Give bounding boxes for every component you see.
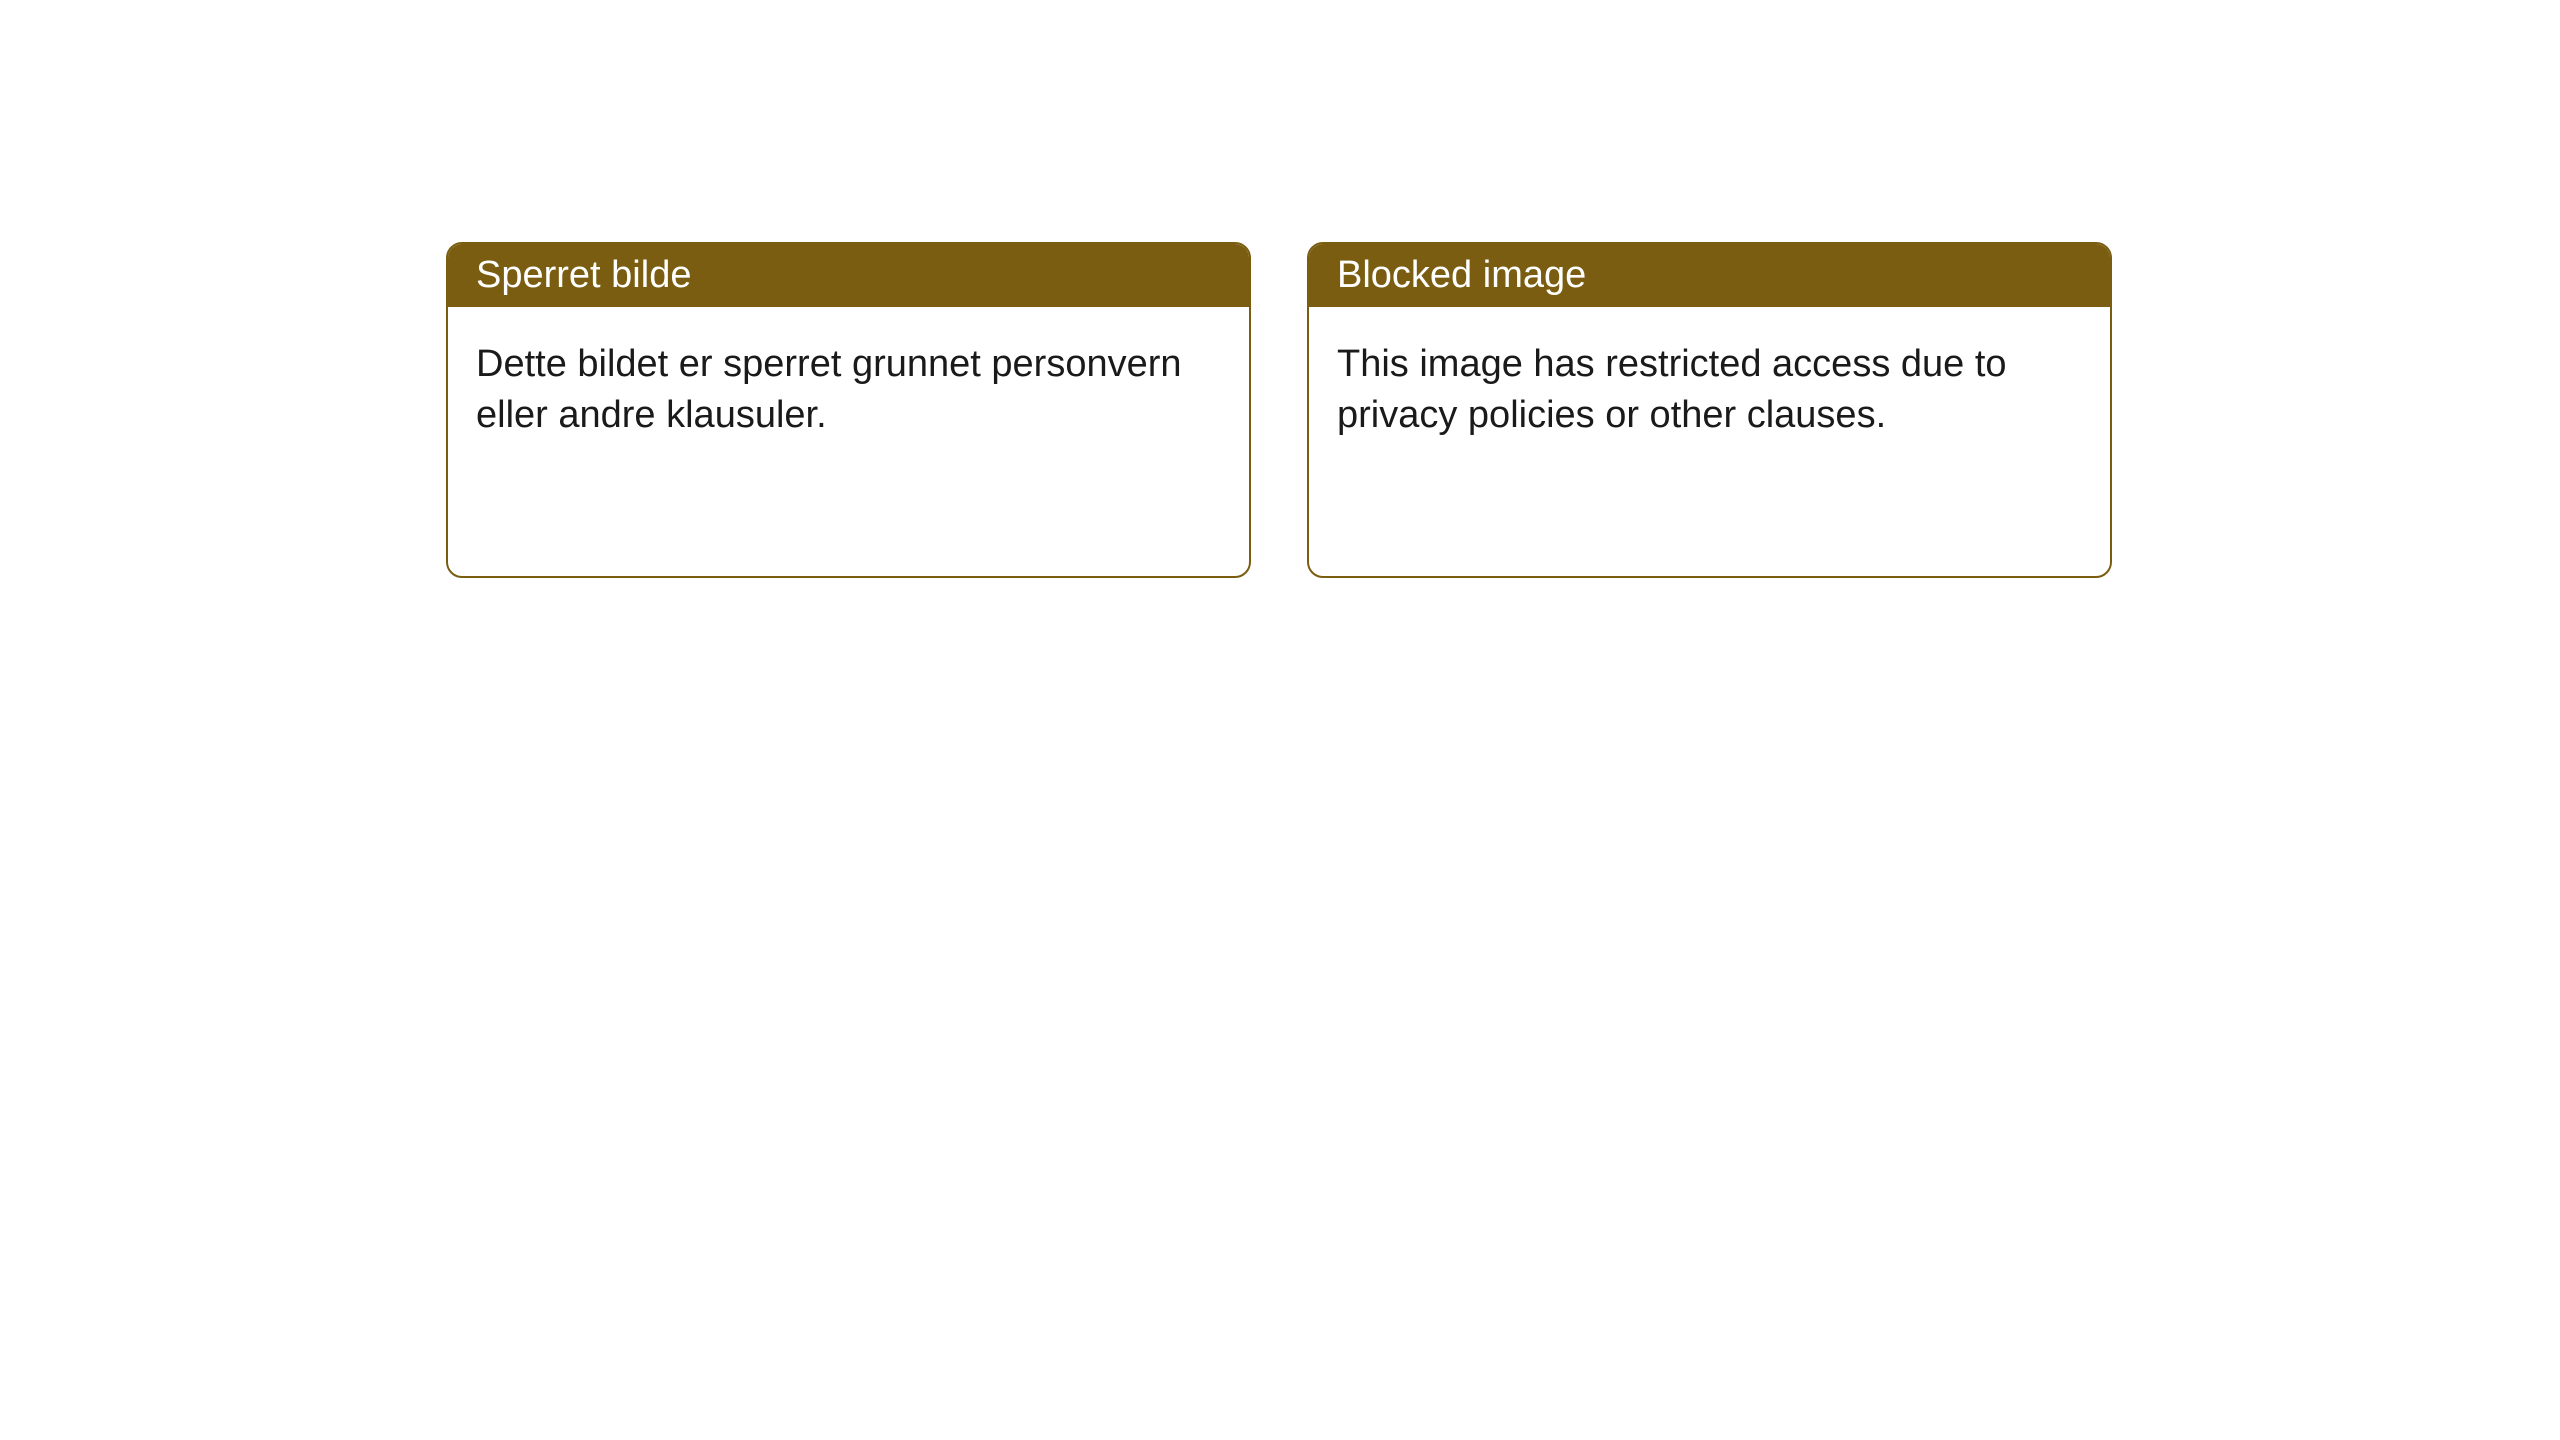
notice-card-norwegian: Sperret bilde Dette bildet er sperret gr… <box>446 242 1251 578</box>
notice-header: Sperret bilde <box>448 244 1249 307</box>
notice-body: Dette bildet er sperret grunnet personve… <box>448 307 1249 474</box>
notice-card-english: Blocked image This image has restricted … <box>1307 242 2112 578</box>
notice-container: Sperret bilde Dette bildet er sperret gr… <box>0 0 2560 578</box>
notice-header: Blocked image <box>1309 244 2110 307</box>
notice-body: This image has restricted access due to … <box>1309 307 2110 474</box>
